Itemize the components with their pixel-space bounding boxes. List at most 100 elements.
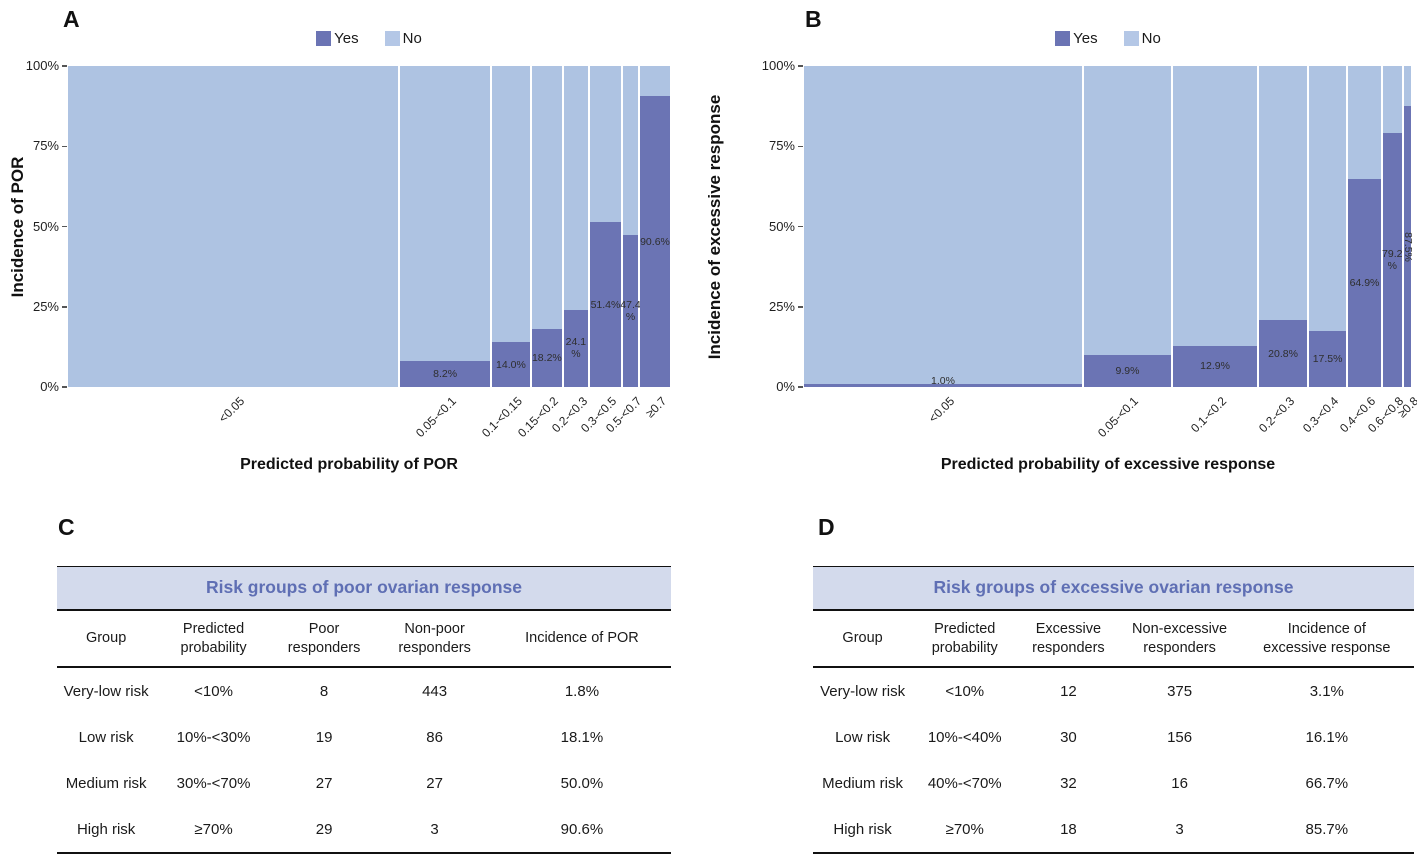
table-cell: ≥70% <box>194 820 233 838</box>
table-row: Very-low risk <10% 12 375 3.1% <box>813 668 1414 714</box>
table-cell: Low risk <box>835 728 891 746</box>
x-tick-label: 0.05-<0.1 <box>413 394 460 440</box>
mosaic-bar: 90.6% <box>639 66 670 387</box>
y-tick-mark <box>62 65 67 67</box>
table-header-line: responders <box>1143 639 1216 656</box>
table-cell: <10% <box>194 682 233 700</box>
legend-no-label: No <box>1141 30 1161 47</box>
bar-value-line: 79.2 <box>1382 247 1403 260</box>
table-header-line: responders <box>287 639 361 656</box>
bar-value-line: % <box>1387 259 1397 272</box>
bar-value-label: 90.6% <box>640 236 670 248</box>
mosaic-bar: 24.1% <box>563 66 588 387</box>
panel-letter-b: B <box>805 6 822 32</box>
x-tick-label: 0.1-<0.2 <box>1187 394 1229 436</box>
mosaic-bar: 8.2% <box>400 66 490 387</box>
table-cell: 18.1% <box>560 728 604 746</box>
table-cell: 19 <box>315 728 333 746</box>
legend-no-swatch-icon <box>384 31 400 46</box>
table-header-line: probability <box>931 639 998 656</box>
table-cell: Medium risk <box>65 774 147 792</box>
yes-segment: 17.5% <box>1309 330 1347 387</box>
table-cell: 3 <box>1175 820 1184 838</box>
bar-value-label: 17.5% <box>1313 353 1343 365</box>
mosaic-bar: 18.2% <box>531 66 562 387</box>
mosaic-bar: 87.5% <box>1401 66 1414 387</box>
yes-segment: 64.9% <box>1348 178 1381 387</box>
bar-value-line: % <box>571 348 581 361</box>
y-tick-mark <box>62 386 67 388</box>
yes-segment: 18.2% <box>531 328 562 387</box>
table-header-cell: Incidence of POR <box>493 623 671 654</box>
x-tick-label: <0.05 <box>215 394 248 426</box>
table-row: High risk ≥70% 18 3 85.7% <box>813 806 1414 852</box>
mosaic-bar: 14.0% <box>492 66 530 387</box>
yes-segment: 51.4% <box>589 222 622 387</box>
legend-yes-label: Yes <box>1073 30 1098 47</box>
table-cell: 85.7% <box>1305 820 1349 838</box>
bar-value-line: 24.1 <box>565 336 587 349</box>
bar-value-line: 87.5% <box>1401 231 1414 262</box>
bar-value-line: 8.2% <box>433 367 458 380</box>
table-row: Very-low risk <10% 8 443 1.8% <box>57 668 671 714</box>
yes-segment: 20.8% <box>1259 320 1308 387</box>
y-tick-label: 25% <box>768 298 795 314</box>
table-cell: Very-low risk <box>63 682 149 700</box>
bar-value-line: 12.9% <box>1200 360 1230 373</box>
table-header-line: Predicted <box>182 620 245 637</box>
table-header-cell: Group <box>813 623 912 654</box>
y-tick-mark <box>798 65 803 67</box>
bar-value-line: 64.9% <box>1349 276 1380 289</box>
mosaic-bar: 47.4% <box>620 66 641 387</box>
x-tick-label: 0.05-<0.1 <box>1095 394 1142 440</box>
table-row: Medium risk 30%-<70% 27 27 50.0% <box>57 760 671 806</box>
panel-b-chart: B Yes No Incidence of excessive response… <box>703 0 1417 505</box>
risk-table-excessive: Risk groups of excessive ovarian respons… <box>813 566 1414 854</box>
bar-value-line: 51.4% <box>590 298 621 311</box>
table-body: Very-low risk <10% 12 375 3.1% Low risk 10%-<4… <box>813 668 1414 854</box>
y-tick-mark <box>798 306 803 308</box>
mosaic-bar: 9.9% <box>1083 66 1172 387</box>
table-body: Very-low risk <10% 8 443 1.8% Low risk 10%-<30… <box>57 668 671 854</box>
bar-value-label: 9.9% <box>1116 365 1140 377</box>
table-cell: 1.8% <box>564 682 600 700</box>
y-tick-mark <box>62 306 67 308</box>
plot-area: 1.0% 9.9% 12.9% 20.8% 17.5% 64.9% 79.2% 87.5% <box>803 66 1414 387</box>
yes-segment: 1.0% <box>804 375 1082 387</box>
table-header-line: Incidence of POR <box>525 630 639 647</box>
bar-value-label: 87.5% <box>1401 231 1414 262</box>
table-cell: 8 <box>319 682 329 700</box>
table-row: Low risk 10%-<30% 19 86 18.1% <box>57 714 671 760</box>
table-header-line: Predicted <box>934 620 996 637</box>
bar-value-line: 90.6% <box>640 235 670 248</box>
table-header-line: excessive response <box>1263 639 1391 656</box>
mosaic-bar: 64.9% <box>1348 66 1381 387</box>
table-title: Risk groups of poor ovarian response <box>57 566 671 611</box>
table-cell: 29 <box>315 820 333 838</box>
table-header-line: Poor <box>308 620 340 637</box>
x-tick-label: 0.2-<0.3 <box>1255 394 1297 436</box>
table-cell: 16 <box>1171 774 1188 792</box>
table-cell: 375 <box>1167 682 1193 700</box>
table-cell: 30%-<70% <box>176 774 251 792</box>
bar-value-line: 9.9% <box>1115 365 1140 378</box>
table-header-cell: Predicted probability <box>912 614 1017 664</box>
x-axis-title: Predicted probability of excessive respo… <box>940 456 1276 473</box>
table-row: Low risk 10%-<40% 30 156 16.1% <box>813 714 1414 760</box>
panel-a-chart: A Yes No Incidence of POR 8.2% 14.0% 18.2%… <box>0 0 710 505</box>
y-tick-mark <box>798 386 803 388</box>
table-cell: 18 <box>1060 820 1077 838</box>
legend-item-yes: Yes <box>1055 30 1098 47</box>
table-header-line: Group <box>842 630 883 647</box>
plot-area: 8.2% 14.0% 18.2% 24.1% 51.4% 47.4% 90.6% <box>67 66 671 387</box>
table-header-cell: Poor responders <box>272 614 376 664</box>
y-tick-mark <box>62 145 67 147</box>
bar-value-line: 18.2% <box>531 351 562 364</box>
panel-letter-d: D <box>818 514 835 540</box>
y-tick-label: 50% <box>32 218 59 234</box>
table-cell: 27 <box>315 774 333 792</box>
mosaic-bar <box>68 66 399 387</box>
bar-value-label: 18.2% <box>532 352 562 364</box>
bar-value-line: 20.8% <box>1268 347 1298 360</box>
x-tick-label: <0.05 <box>925 394 957 426</box>
